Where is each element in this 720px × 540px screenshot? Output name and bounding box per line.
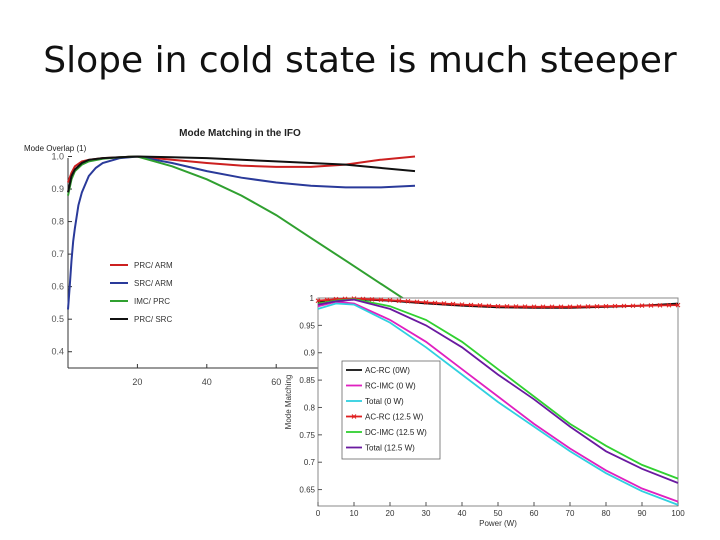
chart2-marker — [369, 297, 375, 302]
chart2-x-tick-label: 10 — [350, 509, 359, 518]
chart2-series-2 — [317, 300, 679, 503]
chart2-marker — [576, 304, 582, 309]
chart2-y-tick-label: 0.9 — [304, 349, 316, 358]
chart2-marker — [477, 303, 483, 308]
chart1-series-1 — [67, 155, 416, 183]
chart2-marker — [630, 303, 636, 309]
chart2-x-tick-label: 90 — [638, 509, 647, 518]
chart2-marker — [675, 302, 681, 308]
chart2-marker — [495, 303, 501, 309]
chart2-marker — [549, 304, 555, 310]
chart1-y-tick-label: 0.6 — [51, 282, 64, 292]
chart2-y-tick-label: 0.8 — [304, 403, 316, 412]
chart2-x-tick-label: 60 — [530, 509, 539, 518]
chart2-series-3 — [317, 302, 679, 506]
chart2-marker — [612, 303, 618, 309]
chart2-legend-box — [341, 360, 441, 460]
chart2-x-tick-label: 80 — [602, 509, 611, 518]
chart1-series-4 — [67, 155, 416, 193]
chart2-marker — [378, 297, 384, 303]
chart1-legend-label: PRC/ SRC — [134, 315, 172, 324]
chart2-y-tick-label: 0.95 — [299, 321, 315, 330]
chart1-y-tick-label: 0.4 — [51, 347, 64, 357]
chart2-marker — [504, 303, 510, 309]
chart1-y-tick-label: 1.0 — [51, 152, 64, 162]
chart1-legend-label: PRC/ ARM — [134, 261, 173, 270]
chart2-y-top-label: 1 — [310, 294, 315, 303]
chart2-marker — [486, 303, 492, 309]
chart2-y-tick-label: 0.75 — [299, 431, 315, 440]
chart2-marker — [540, 304, 546, 310]
chart2-marker — [585, 304, 591, 309]
chart2-marker — [531, 304, 537, 310]
chart1-x-tick-label: 60 — [271, 377, 281, 387]
chart2-legend-label: AC-RC (0W) — [365, 366, 410, 375]
chart2-y-tick-label: 0.65 — [299, 486, 315, 495]
chart2-marker — [621, 303, 627, 309]
chart2-marker — [387, 297, 393, 303]
chart2-marker — [567, 304, 573, 310]
chart2-marker — [459, 302, 465, 307]
chart2-x-tick-label: 0 — [316, 509, 321, 518]
chart2-legend-label: AC-RC (12.5 W) — [365, 413, 424, 422]
chart1-title: Mode Matching in the IFO — [179, 128, 301, 139]
chart2-legend-marker — [351, 414, 357, 419]
chart2-x-tick-label: 30 — [422, 509, 431, 518]
chart2-legend-label: Total (0 W) — [365, 397, 404, 406]
chart2-y-tick-label: 0.7 — [304, 458, 316, 467]
chart2-marker — [594, 303, 600, 309]
chart2-marker — [396, 298, 402, 304]
chart2-legend-label: RC-IMC (0 W) — [365, 382, 416, 391]
chart1-legend-label: SRC/ ARM — [134, 279, 173, 288]
chart2-marker — [657, 303, 663, 308]
chart2-marker — [423, 300, 429, 305]
chart1-y-tick-label: 0.5 — [51, 314, 64, 324]
mode-matching-ifo-chart: Mode Matching in the IFO Mode Overlap (1)… — [24, 128, 416, 387]
chart2-legend-label: Total (12.5 W) — [365, 444, 415, 453]
chart2-marker — [468, 302, 474, 308]
chart2-marker — [450, 301, 456, 307]
chart1-y-tick-label: 0.9 — [51, 184, 64, 194]
chart1-series-3 — [67, 155, 416, 308]
chart2-marker — [558, 304, 564, 310]
chart2-x-tick-label: 50 — [494, 509, 503, 518]
chart2-marker — [513, 304, 519, 309]
chart1-x-tick-label: 40 — [202, 377, 212, 387]
chart1-y-tick-label: 0.7 — [51, 249, 64, 259]
chart2-x-tick-label: 20 — [386, 509, 395, 518]
chart2-ylabel: Mode Matching — [284, 375, 293, 430]
slide-title: Slope in cold state is much steeper — [43, 40, 677, 81]
chart1-series-2 — [67, 155, 416, 310]
chart2-x-tick-label: 70 — [566, 509, 575, 518]
chart2-marker — [315, 298, 321, 304]
chart2-marker — [648, 303, 654, 308]
chart2-xlabel: Power (W) — [479, 519, 517, 528]
chart2-marker — [603, 303, 609, 309]
chart2-series-6 — [317, 298, 679, 484]
chart2-legend-label: DC-IMC (12.5 W) — [365, 428, 427, 437]
chart1-legend-label: IMC/ PRC — [134, 297, 170, 306]
chart2-marker — [639, 303, 645, 309]
chart1-y-tick-label: 0.8 — [51, 217, 64, 227]
chart2-marker — [441, 301, 447, 306]
chart1-x-tick-label: 20 — [132, 377, 142, 387]
chart2-marker — [522, 304, 528, 309]
chart2-marker — [666, 302, 672, 308]
chart2-y-tick-label: 0.85 — [299, 376, 315, 385]
chart2-marker — [405, 298, 411, 304]
chart1-ylabel: Mode Overlap (1) — [24, 144, 87, 153]
chart2-marker — [414, 299, 420, 305]
chart2-x-tick-label: 100 — [671, 509, 685, 518]
chart2-x-tick-label: 40 — [458, 509, 467, 518]
chart2-marker — [432, 300, 438, 306]
